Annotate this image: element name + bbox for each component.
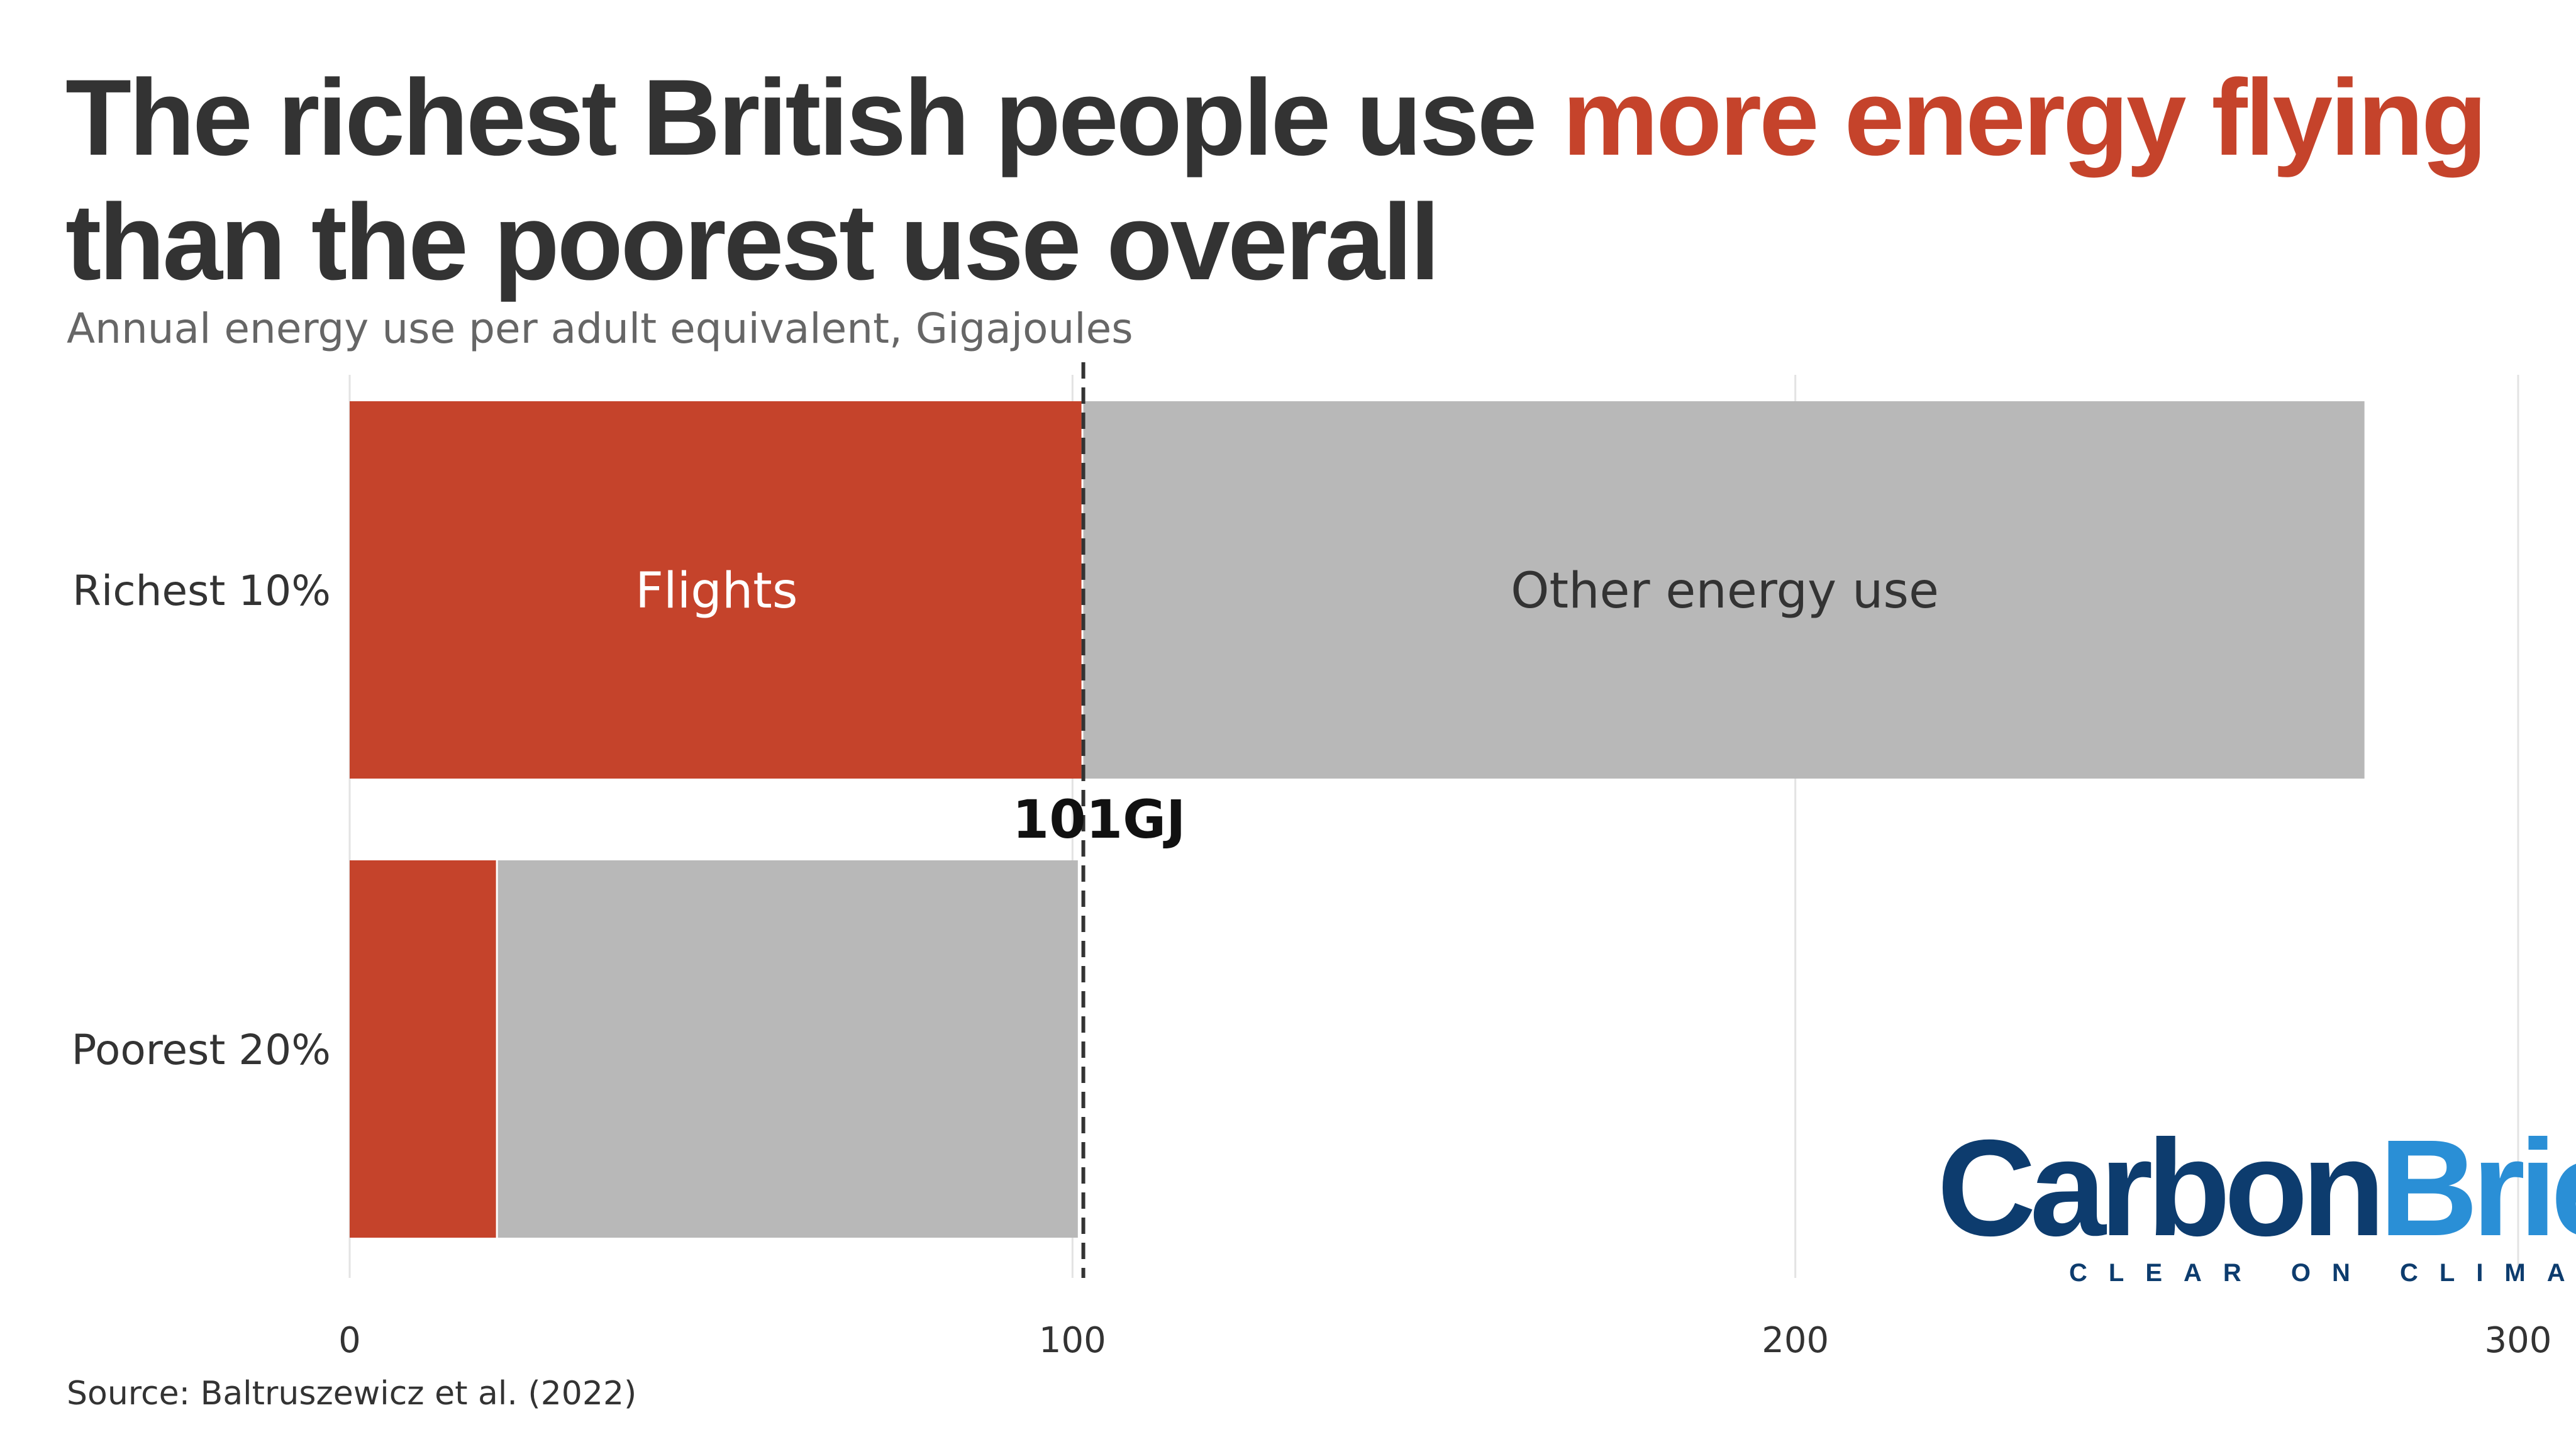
- bar-other-energy-use: [1083, 401, 2365, 779]
- x-tick-label: 300: [2485, 1320, 2552, 1361]
- segment-label: Other energy use: [1511, 563, 1939, 619]
- segment-labels: Flights Other energy use: [635, 563, 1939, 619]
- source-note: Source: Baltruszewicz et al. (2022): [67, 1375, 637, 1413]
- logo-wordmark: CarbonBrief: [1937, 1112, 2576, 1265]
- bar-flights: [350, 860, 496, 1238]
- reference-label: 101GJ: [1013, 789, 1186, 850]
- title-highlight: more energy flying: [1562, 57, 2487, 178]
- bar-other-energy-use: [497, 860, 1078, 1238]
- bar-flights: [350, 401, 1082, 779]
- carbonbrief-logo: CarbonBrief CLEAR ON CLIMATE: [1937, 1112, 2576, 1287]
- x-axis-ticks: 0 100 200 300: [338, 1320, 2551, 1361]
- category-labels: Richest 10% Poorest 20%: [72, 567, 331, 1074]
- x-tick-label: 0: [338, 1320, 361, 1361]
- category-label: Poorest 20%: [72, 1026, 331, 1074]
- bars: [350, 401, 2365, 1238]
- reference-line: 101GJ: [1013, 362, 1186, 1278]
- x-tick-label: 200: [1762, 1320, 1829, 1361]
- chart-title: The richest British people use more ener…: [65, 57, 2487, 303]
- chart-subtitle: Annual energy use per adult equivalent, …: [67, 304, 1133, 353]
- segment-label: Flights: [635, 563, 797, 619]
- category-label: Richest 10%: [72, 567, 331, 615]
- x-tick-label: 100: [1039, 1320, 1106, 1361]
- logo-tagline: CLEAR ON CLIMATE: [2069, 1259, 2576, 1287]
